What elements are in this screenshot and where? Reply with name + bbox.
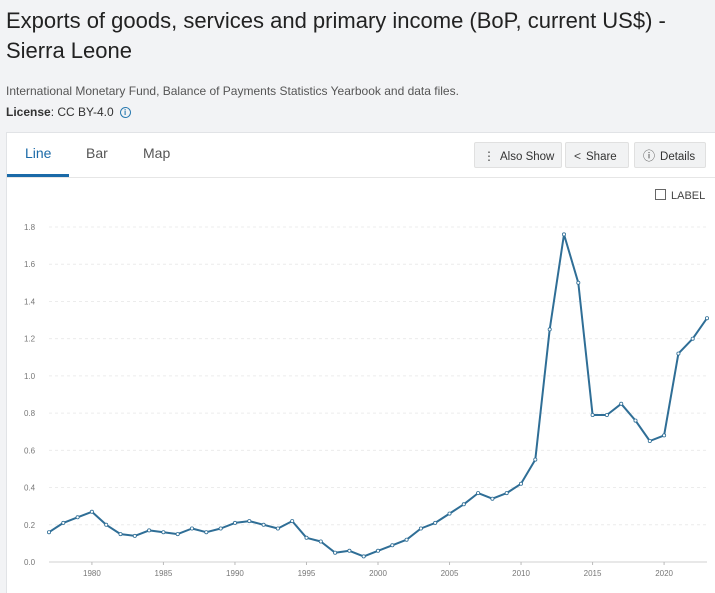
license-label: License (6, 105, 51, 119)
data-point (218, 526, 223, 531)
data-point (562, 232, 567, 237)
data-point (633, 418, 638, 423)
x-tick-label: 1985 (155, 569, 173, 578)
data-point (275, 526, 280, 531)
y-tick-label: 1.6 (24, 260, 36, 269)
tab-line[interactable]: Line (25, 145, 52, 161)
data-point (504, 491, 509, 496)
y-tick-label: 1.4 (24, 297, 36, 306)
page-title: Exports of goods, services and primary i… (6, 8, 666, 63)
y-tick-label: 1.8 (24, 223, 36, 232)
data-point (533, 457, 538, 462)
data-point (418, 526, 423, 531)
data-point (333, 550, 338, 555)
data-point (390, 543, 395, 548)
info-circle-icon: ⓘ (643, 149, 656, 163)
data-point (118, 532, 123, 537)
x-tick-label: 2015 (584, 569, 602, 578)
data-point (361, 554, 366, 559)
x-tick-label: 1990 (226, 569, 244, 578)
share-label: Share (586, 151, 617, 163)
also-show-label: Also Show (500, 151, 555, 163)
tab-bar[interactable]: Bar (86, 145, 108, 161)
y-tick-label: 1.2 (24, 335, 36, 344)
share-icon: < (574, 149, 582, 163)
data-point (519, 481, 524, 486)
data-point (490, 496, 495, 501)
data-point (604, 412, 609, 417)
more-vertical-icon: ⋮ (483, 149, 495, 163)
tab-map[interactable]: Map (143, 145, 171, 161)
data-point (404, 537, 409, 542)
data-point (318, 539, 323, 544)
chart-card: Line Bar Map ⋮ Also Show < Share ⓘ Details … (6, 132, 715, 593)
data-point (247, 519, 252, 524)
share-button[interactable]: < Share (565, 142, 629, 168)
x-tick-label: 2010 (512, 569, 530, 578)
data-point (705, 316, 710, 321)
data-point (104, 522, 109, 527)
data-point (189, 526, 194, 531)
data-point (619, 401, 624, 406)
data-point (132, 533, 137, 538)
y-tick-label: 1.0 (24, 372, 36, 381)
y-tick-label: 0.4 (24, 484, 36, 493)
data-point (89, 509, 94, 514)
data-point (175, 532, 180, 537)
license-value: : CC BY-4.0 (50, 105, 114, 119)
data-point (375, 548, 380, 553)
y-tick-label: 0.6 (24, 446, 36, 455)
data-point (204, 530, 209, 535)
data-point (690, 336, 695, 341)
data-point (75, 515, 80, 520)
info-icon[interactable]: i (119, 107, 131, 118)
data-point (576, 280, 581, 285)
x-tick-label: 1995 (298, 569, 316, 578)
series-line (48, 233, 708, 558)
data-point (261, 522, 266, 527)
data-point (147, 528, 152, 533)
x-tick-label: 1980 (83, 569, 101, 578)
data-point (433, 520, 438, 525)
data-point (676, 351, 681, 356)
y-tick-label: 0.8 (24, 409, 36, 418)
data-point (47, 530, 52, 535)
data-point (647, 438, 652, 443)
active-tab-indicator (7, 174, 69, 177)
label-checkbox[interactable] (655, 189, 666, 200)
license-line: License: CC BY-4.0 i (6, 105, 131, 119)
details-label: Details (660, 151, 696, 163)
x-tick-label: 2020 (655, 569, 673, 578)
data-point (461, 502, 466, 507)
data-point (290, 519, 295, 524)
source-text: International Monetary Fund, Balance of … (6, 84, 459, 98)
data-point (590, 412, 595, 417)
data-point (547, 327, 552, 332)
chart-tabs: Line Bar Map ⋮ Also Show < Share ⓘ Details (7, 133, 715, 178)
details-button[interactable]: ⓘ Details (634, 142, 706, 168)
line-chart: 0.0 0.2 0.4 0.6 0.8 1.0 1.2 1.4 1.6 1.8 1980 1985 19… (24, 223, 710, 578)
data-point (161, 530, 166, 535)
data-point (232, 520, 237, 525)
data-point (347, 548, 352, 553)
x-tick-label: 2005 (441, 569, 459, 578)
data-point (61, 520, 66, 525)
data-point (447, 511, 452, 516)
y-tick-label: 0.2 (24, 521, 36, 530)
data-point (476, 491, 481, 496)
label-toggle[interactable]: LABEL (655, 189, 705, 202)
data-point (662, 433, 667, 438)
data-point (304, 535, 309, 540)
x-tick-label: 2000 (369, 569, 387, 578)
label-toggle-text: LABEL (671, 190, 706, 202)
also-show-button[interactable]: ⋮ Also Show (474, 142, 562, 168)
y-tick-label: 0.0 (24, 558, 36, 567)
